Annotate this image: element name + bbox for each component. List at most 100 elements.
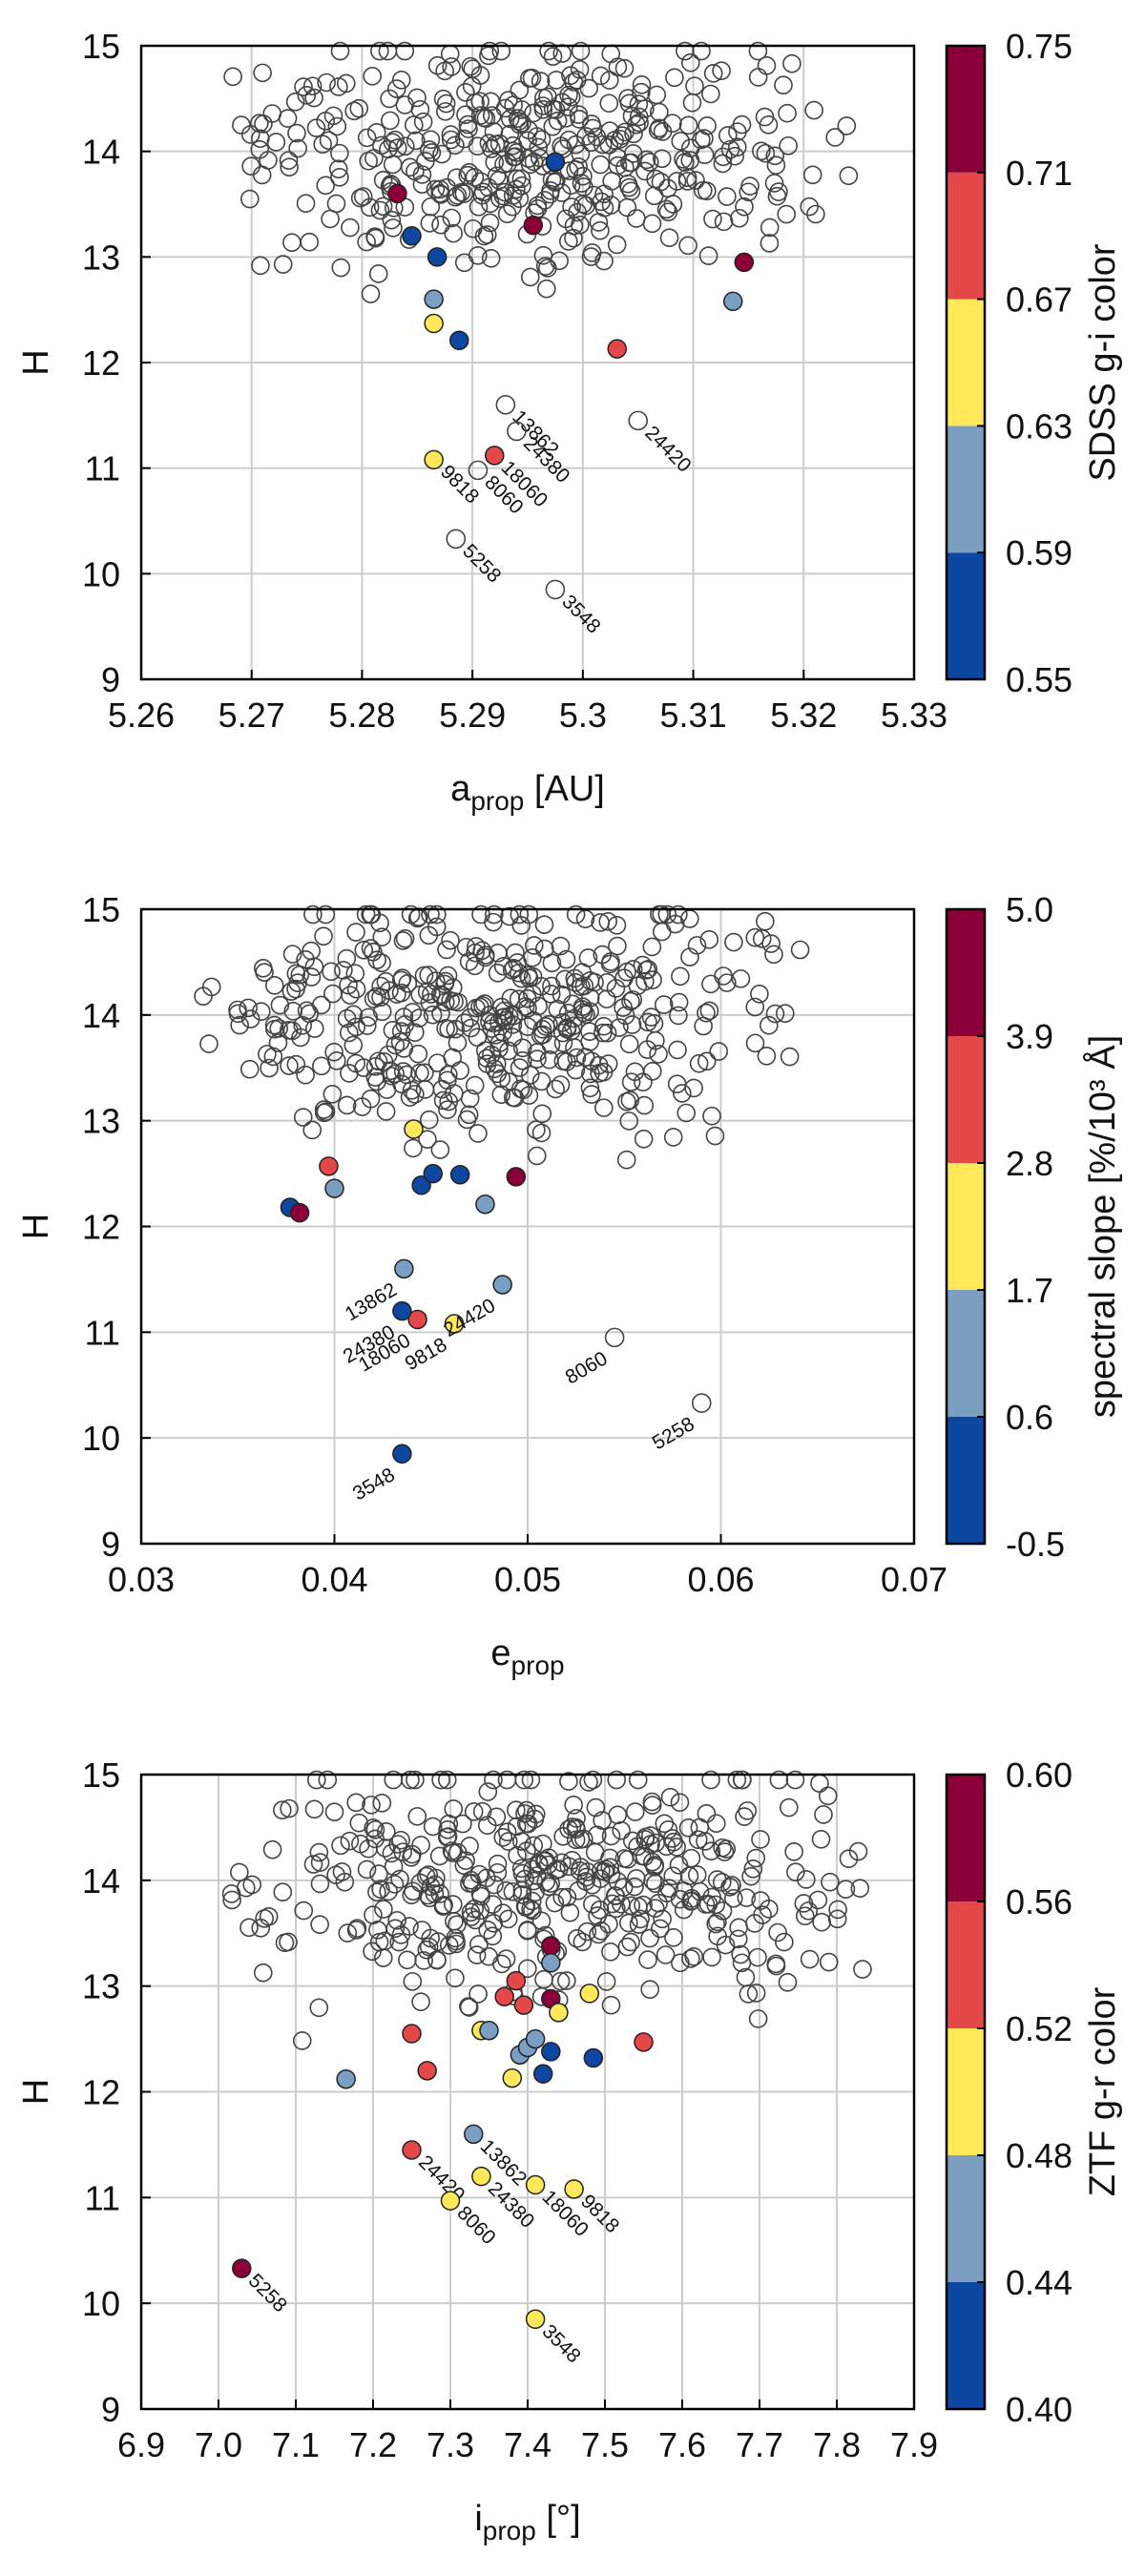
background-point — [363, 66, 383, 86]
colorbar-segment — [947, 172, 985, 300]
labeled-point — [392, 1444, 412, 1465]
background-point — [354, 940, 374, 960]
colored-point — [324, 1178, 344, 1198]
background-point — [491, 1954, 511, 1974]
background-point — [722, 1876, 741, 1895]
background-point — [403, 1844, 422, 1864]
background-point — [444, 1895, 463, 1914]
background-point — [288, 973, 307, 992]
background-point — [523, 948, 542, 967]
background-point — [821, 1872, 840, 1892]
background-point — [656, 199, 677, 219]
background-point — [269, 1019, 289, 1038]
background-point — [636, 150, 656, 170]
background-point — [527, 1146, 547, 1166]
background-point — [517, 1841, 536, 1860]
background-point — [757, 1046, 777, 1066]
background-point — [497, 1822, 517, 1841]
colorbar-tick-label: 0.56 — [1006, 1882, 1072, 1922]
background-point — [714, 212, 734, 232]
x-axis-label-sub: prop — [483, 2516, 536, 2545]
background-point — [458, 165, 477, 185]
background-point — [430, 179, 449, 199]
background-point — [601, 1864, 621, 1884]
colorbar-tick-label: -0.5 — [1006, 1525, 1065, 1564]
background-point — [633, 955, 653, 975]
background-point — [567, 70, 587, 90]
background-point — [676, 41, 695, 61]
background-point — [518, 988, 537, 1008]
background-point — [407, 88, 427, 108]
background-point — [657, 904, 677, 924]
background-point — [358, 1016, 377, 1035]
y-axis-label: H — [16, 2079, 56, 2105]
colorbar-tick-label: 0.52 — [1006, 2009, 1072, 2048]
background-point — [383, 1021, 403, 1040]
background-point — [614, 58, 635, 78]
x-tick-label: 7.0 — [195, 2425, 242, 2464]
background-point — [618, 89, 637, 108]
background-point — [687, 1865, 707, 1884]
background-point — [715, 1842, 735, 1861]
background-point — [427, 55, 448, 75]
background-point — [468, 1984, 488, 2004]
background-point — [412, 1921, 432, 1940]
background-point — [456, 105, 475, 125]
background-point — [663, 114, 682, 133]
background-point — [836, 1880, 856, 1899]
background-point — [601, 1942, 620, 1962]
background-point — [561, 87, 581, 107]
background-point — [319, 131, 339, 151]
background-point — [748, 2009, 768, 2028]
colored-point — [479, 2020, 499, 2041]
background-point — [384, 218, 403, 238]
background-point — [373, 197, 393, 217]
background-point — [324, 1042, 344, 1062]
background-point — [489, 134, 510, 154]
background-point — [199, 1034, 219, 1053]
background-point — [422, 143, 442, 162]
background-point — [344, 101, 364, 121]
background-point — [735, 197, 754, 217]
background-point — [600, 1858, 620, 1878]
background-point — [362, 1796, 381, 1815]
background-point — [760, 1900, 779, 1919]
background-point — [751, 1830, 770, 1849]
background-point — [251, 1002, 271, 1022]
background-point — [640, 1980, 659, 1999]
background-point — [559, 97, 578, 116]
background-point — [600, 954, 620, 974]
background-point — [292, 2031, 312, 2050]
background-point — [422, 985, 441, 1004]
background-point — [393, 931, 413, 950]
background-point — [681, 1848, 701, 1868]
background-point — [437, 1827, 457, 1847]
background-point — [326, 1865, 345, 1884]
background-point — [636, 961, 656, 980]
background-point — [671, 966, 690, 987]
background-point — [634, 1895, 653, 1915]
background-point — [559, 161, 579, 180]
background-point — [839, 1849, 859, 1869]
background-point — [639, 153, 659, 172]
background-point — [273, 255, 293, 274]
colored-point — [402, 2024, 422, 2044]
colorbar-tick-label: 1.7 — [1006, 1271, 1053, 1310]
background-point — [814, 1805, 833, 1824]
background-point — [287, 123, 306, 143]
background-point — [367, 1882, 386, 1901]
background-point — [752, 929, 772, 948]
background-point — [651, 1919, 670, 1939]
colored-point — [579, 1984, 600, 2004]
labeled-point — [507, 421, 527, 442]
background-point — [357, 1859, 377, 1880]
background-point — [574, 976, 594, 996]
colorbar-segment — [947, 299, 985, 426]
background-point — [736, 1967, 756, 1987]
background-point — [390, 1869, 409, 1889]
colorbar-label: SDSS g-i color — [1083, 243, 1123, 482]
background-point — [454, 129, 474, 149]
background-point — [839, 166, 859, 185]
background-point — [371, 1880, 390, 1899]
background-point — [593, 1016, 614, 1036]
